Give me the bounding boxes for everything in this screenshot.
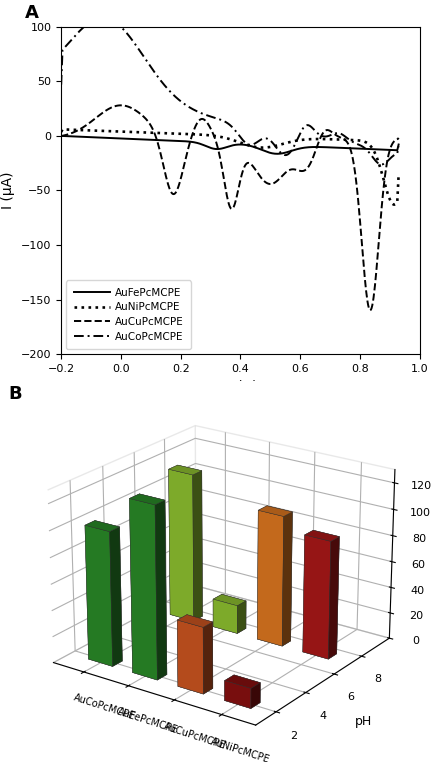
- X-axis label: E (V): E (V): [224, 379, 257, 394]
- Y-axis label: I (μA): I (μA): [1, 171, 15, 210]
- Text: A: A: [25, 4, 39, 22]
- Text: B: B: [9, 385, 22, 403]
- Y-axis label: pH: pH: [355, 716, 372, 728]
- Legend: AuFePcMCPE, AuNiPcMCPE, AuCuPcMCPE, AuCoPcMCPE: AuFePcMCPE, AuNiPcMCPE, AuCuPcMCPE, AuCo…: [66, 280, 191, 349]
